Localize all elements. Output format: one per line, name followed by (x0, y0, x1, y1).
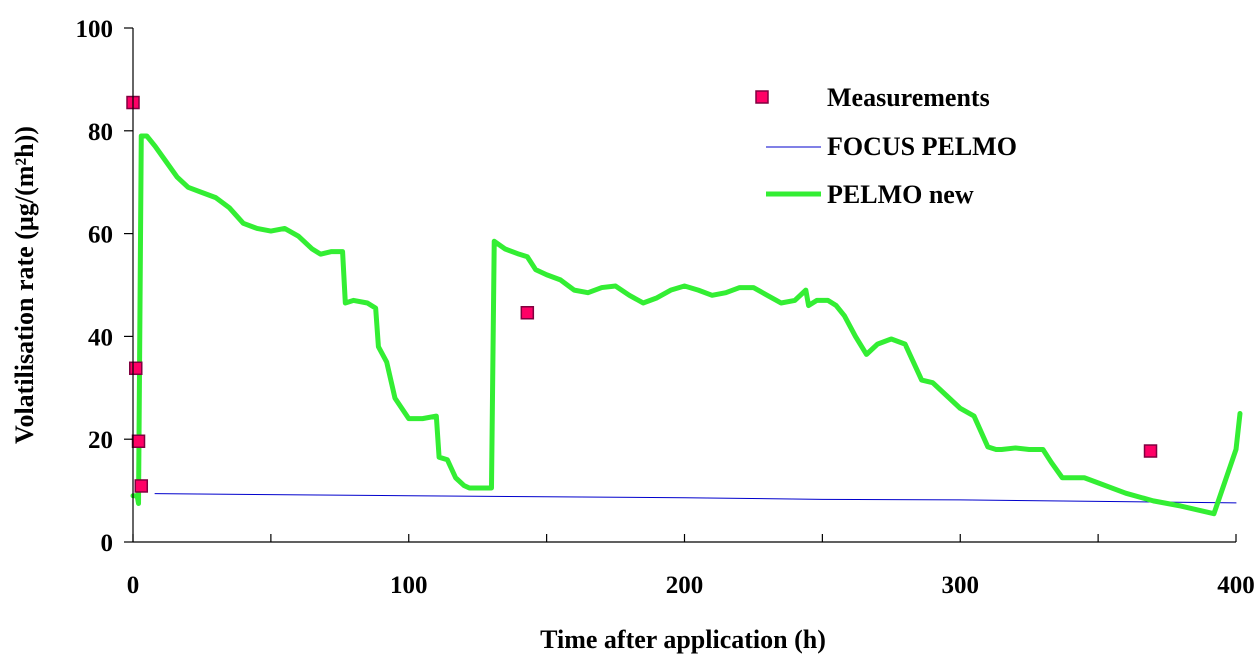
measurement-point (134, 479, 149, 493)
x-axis-ticks: 0 100 200 300 400 (127, 534, 1255, 599)
measurement-point (131, 434, 146, 449)
axes: 0 20 40 60 80 100 0 100 200 300 400 (76, 16, 1255, 599)
x-tick-label: 100 (390, 572, 428, 599)
measurement-point (129, 361, 143, 376)
x-tick-label: 300 (942, 572, 980, 599)
plot-area (126, 95, 1243, 517)
y-axis-ticks: 0 20 40 60 80 100 (76, 16, 133, 557)
series-lines (130, 133, 1243, 517)
x-tick-label: 200 (666, 572, 704, 599)
measurement-markers (126, 95, 1158, 493)
y-tick-label: 0 (101, 530, 114, 557)
series-line-pelmo-new (130, 133, 1243, 517)
y-tick-label: 40 (88, 324, 113, 351)
y-tick-label: 80 (88, 119, 113, 146)
x-tick-label: 400 (1217, 572, 1255, 599)
legend-label-pelmo-new: PELMO new (827, 180, 974, 209)
legend-label-measurements: Measurements (827, 83, 990, 112)
y-axis-title: Volatilisation rate (µg/(m²h)) (10, 126, 39, 444)
x-tick-label: 0 (127, 572, 140, 599)
series-line-focus-pelmo (154, 493, 1237, 504)
y-tick-label: 60 (88, 222, 113, 249)
measurement-point (1143, 444, 1158, 458)
y-tick-label: 20 (88, 427, 113, 454)
legend: Measurements FOCUS PELMO PELMO new (755, 83, 1017, 209)
legend-marker-measurements (755, 90, 769, 104)
x-axis-title: Time after application (h) (540, 625, 826, 654)
legend-label-focus-pelmo: FOCUS PELMO (827, 132, 1017, 161)
y-tick-label: 100 (76, 16, 114, 43)
measurement-point (520, 306, 535, 320)
